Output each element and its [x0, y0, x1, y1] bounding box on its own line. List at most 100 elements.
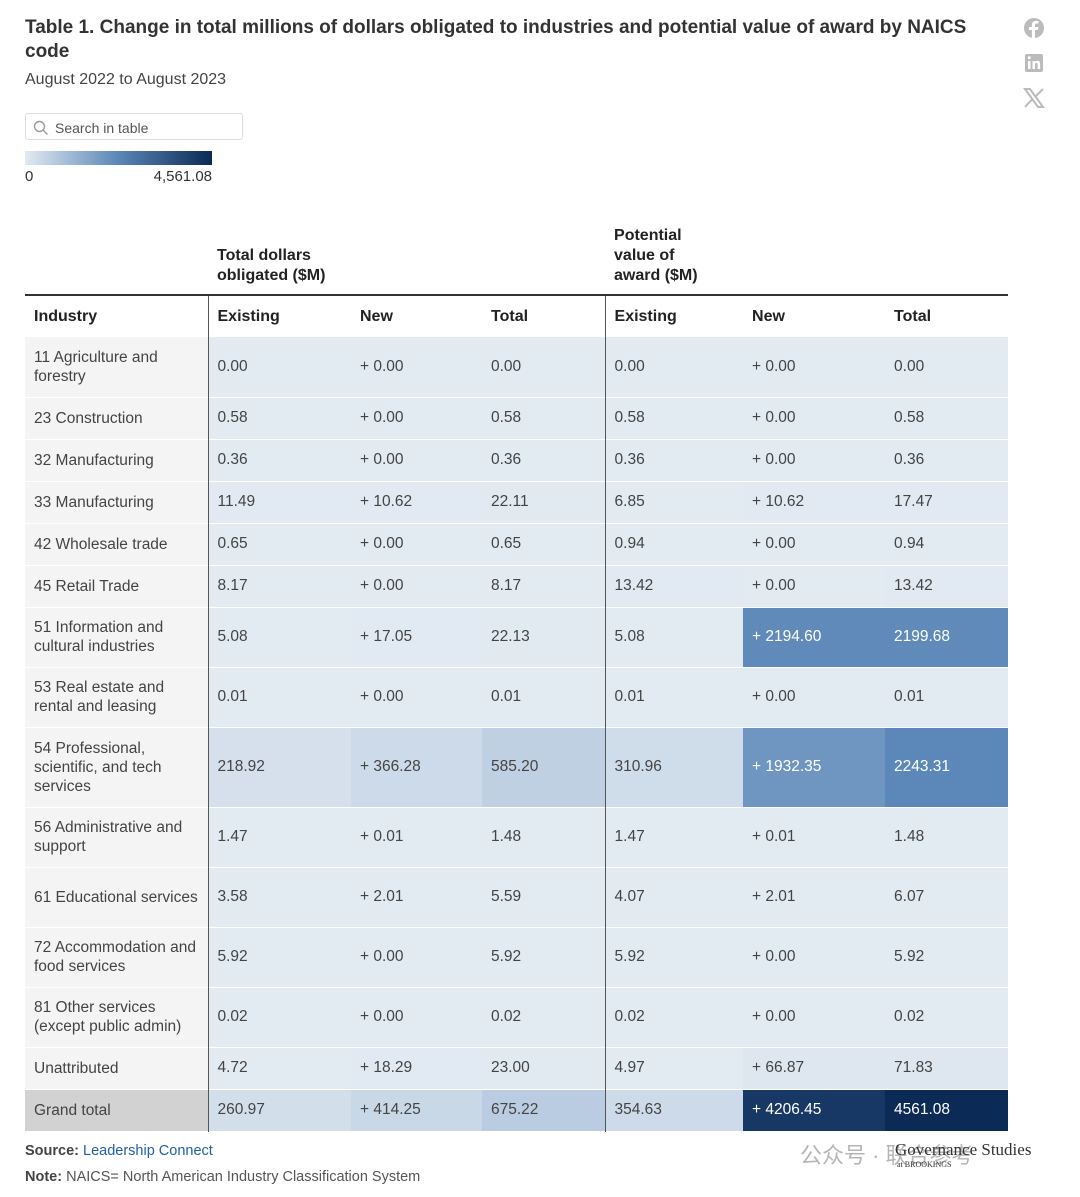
- value-cell: 0.94: [604, 523, 744, 565]
- value-cell: + 0.00: [743, 397, 886, 439]
- value-cell: + 0.00: [351, 987, 482, 1047]
- value-cell: 11.49: [207, 481, 351, 523]
- value-cell: + 0.00: [351, 439, 482, 481]
- industry-cell: 56 Administrative and support: [25, 807, 208, 867]
- legend-max: 4,561.08: [153, 168, 212, 185]
- table-row: 32 Manufacturing 0.36 + 0.00 0.36 0.36 + 0.00…: [25, 439, 1009, 481]
- value-cell: 5.08: [207, 607, 351, 667]
- value-cell: 5.92: [482, 927, 606, 987]
- value-cell: 3.58: [207, 867, 351, 927]
- value-cell: 0.02: [207, 987, 351, 1047]
- industry-cell: 72 Accommodation and food services: [25, 927, 208, 987]
- value-cell: 310.96: [604, 727, 744, 807]
- value-cell: 0.00: [885, 337, 1009, 397]
- subtitle: August 2022 to August 2023: [25, 71, 227, 88]
- source-label: Source:: [25, 1143, 79, 1159]
- value-cell: 0.00: [207, 337, 351, 397]
- column-header: Existing: [604, 294, 744, 337]
- value-cell: 4.97: [604, 1047, 744, 1089]
- value-cell: 1.48: [885, 807, 1009, 867]
- value-cell: + 0.00: [743, 667, 886, 727]
- industry-cell: 23 Construction: [25, 397, 208, 439]
- value-cell: 5.92: [885, 927, 1009, 987]
- value-cell: + 414.25: [351, 1089, 482, 1131]
- value-cell: 2243.31: [885, 727, 1009, 807]
- table-row: Grand total 260.97 + 414.25 675.22 354.63 + 4…: [25, 1089, 1009, 1131]
- search-icon: [33, 120, 48, 135]
- column-header: Total: [482, 294, 606, 337]
- value-cell: 13.42: [604, 565, 744, 607]
- industry-cell: 11 Agriculture and forestry: [25, 337, 208, 397]
- value-cell: 0.36: [604, 439, 744, 481]
- value-cell: + 0.00: [743, 523, 886, 565]
- value-cell: + 66.87: [743, 1047, 886, 1089]
- value-cell: 0.00: [604, 337, 744, 397]
- value-cell: 23.00: [482, 1047, 606, 1089]
- value-cell: + 0.00: [743, 439, 886, 481]
- value-cell: 6.07: [885, 867, 1009, 927]
- column-header: New: [743, 294, 886, 337]
- value-cell: + 4206.45: [743, 1089, 886, 1131]
- value-cell: + 0.00: [743, 927, 886, 987]
- value-cell: 0.58: [604, 397, 744, 439]
- value-cell: 218.92: [207, 727, 351, 807]
- color-legend: [25, 151, 212, 165]
- column-header: New: [351, 294, 482, 337]
- value-cell: + 17.05: [351, 607, 482, 667]
- table-row: 23 Construction 0.58 + 0.00 0.58 0.58 + 0.00 0…: [25, 397, 1009, 439]
- value-cell: 260.97: [207, 1089, 351, 1131]
- value-cell: 1.47: [207, 807, 351, 867]
- value-cell: 13.42: [885, 565, 1009, 607]
- value-cell: 1.48: [482, 807, 606, 867]
- table-row: Unattributed 4.72 + 18.29 23.00 4.97 + 66.87 7…: [25, 1047, 1009, 1089]
- value-cell: + 0.00: [743, 337, 886, 397]
- note-text: NAICS= North American Industry Classific…: [66, 1169, 421, 1185]
- value-cell: + 0.00: [743, 565, 886, 607]
- value-cell: + 10.62: [743, 481, 886, 523]
- value-cell: + 366.28: [351, 727, 482, 807]
- industry-cell: Grand total: [25, 1089, 208, 1131]
- share-icons[interactable]: [1020, 16, 1048, 112]
- value-cell: + 0.00: [351, 565, 482, 607]
- value-cell: + 0.01: [351, 807, 482, 867]
- column-header: Existing: [207, 294, 351, 337]
- value-cell: + 0.00: [743, 987, 886, 1047]
- column-header: Total: [885, 294, 1009, 337]
- value-cell: 0.02: [604, 987, 744, 1047]
- value-cell: 5.08: [604, 607, 744, 667]
- brand-sub: at BROOKINGS: [897, 1160, 952, 1169]
- value-cell: + 0.00: [351, 397, 482, 439]
- value-cell: 0.01: [885, 667, 1009, 727]
- industry-cell: 45 Retail Trade: [25, 565, 208, 607]
- value-cell: 354.63: [604, 1089, 744, 1131]
- note-label: Note:: [25, 1169, 63, 1185]
- value-cell: 0.58: [207, 397, 351, 439]
- value-cell: 0.94: [885, 523, 1009, 565]
- industry-cell: 42 Wholesale trade: [25, 523, 208, 565]
- value-cell: 71.83: [885, 1047, 1009, 1089]
- value-cell: 2199.68: [885, 607, 1009, 667]
- value-cell: + 2.01: [351, 867, 482, 927]
- brand: Governance Studies: [895, 1140, 1032, 1159]
- table-row: 56 Administrative and support 1.47 + 0.01 1…: [25, 807, 1009, 867]
- industry-cell: 81 Other services (except public admin): [25, 987, 208, 1047]
- value-cell: 0.65: [207, 523, 351, 565]
- industry-cell: 61 Educational services: [25, 867, 208, 927]
- industry-cell: 54 Professional, scientific, and tech se…: [25, 727, 208, 807]
- table-row: 33 Manufacturing 11.49 + 10.62 22.11 6.85 + 1…: [25, 481, 1009, 523]
- group-header: Total dollars obligated ($M): [217, 247, 326, 284]
- value-cell: 4.07: [604, 867, 744, 927]
- value-cell: 0.36: [885, 439, 1009, 481]
- search-box[interactable]: Search in table: [25, 113, 243, 140]
- table-row: 45 Retail Trade 8.17 + 0.00 8.17 13.42 + 0.00…: [25, 565, 1009, 607]
- table-row: 54 Professional, scientific, and tech se…: [25, 727, 1009, 807]
- industry-cell: 32 Manufacturing: [25, 439, 208, 481]
- value-cell: + 0.00: [351, 523, 482, 565]
- value-cell: 5.92: [207, 927, 351, 987]
- industry-cell: 33 Manufacturing: [25, 481, 208, 523]
- value-cell: 0.00: [482, 337, 606, 397]
- table-row: 53 Real estate and rental and leasing 0.0…: [25, 667, 1009, 727]
- table-row: 81 Other services (except public admin) 0…: [25, 987, 1009, 1047]
- source-link[interactable]: Leadership Connect: [83, 1143, 213, 1159]
